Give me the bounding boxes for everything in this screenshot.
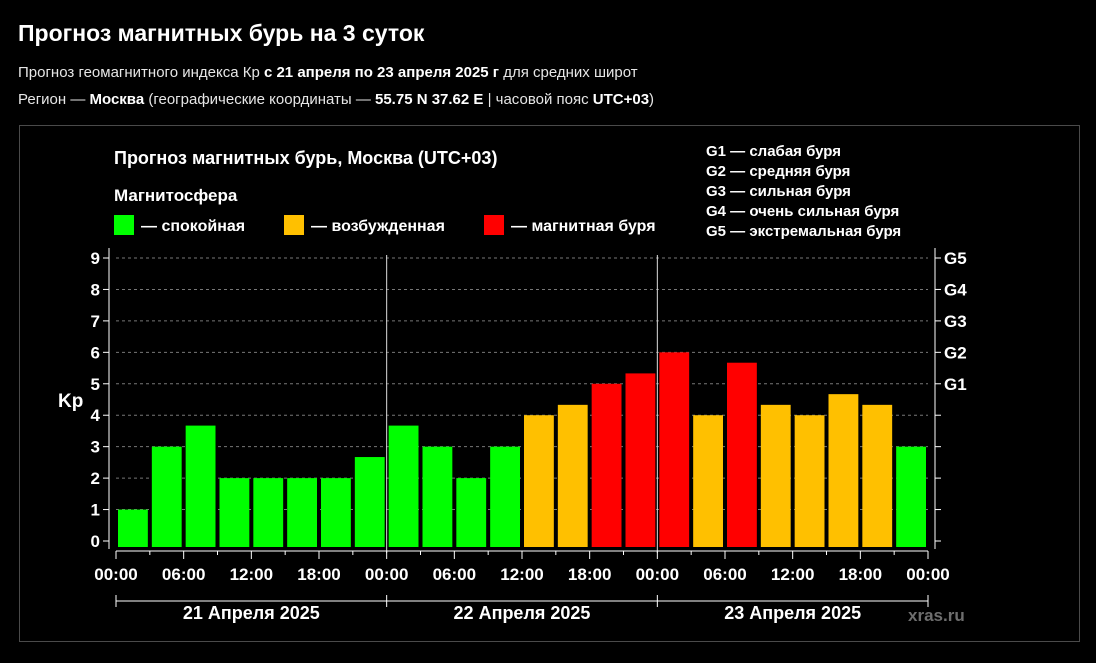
legend-swatch-excited <box>284 215 304 235</box>
bars <box>118 352 926 547</box>
x-tick-label: 00:00 <box>636 565 679 584</box>
kp-bar <box>591 383 622 547</box>
x-tick-label: 06:00 <box>703 565 746 584</box>
forecast-subtitle: Прогноз геомагнитного индекса Кр с 21 ап… <box>18 64 638 81</box>
region-timezone: UTC+03 <box>592 91 650 108</box>
y-tick-label: 5 <box>91 375 100 394</box>
kp-forecast-chart: Прогноз магнитных бурь, Москва (UTC+03) … <box>58 143 967 625</box>
tz-prefix: | часовой пояс <box>483 91 593 108</box>
y-tick-label: 1 <box>91 501 100 520</box>
legend-label-calm: — спокойная <box>141 218 245 235</box>
day-label: 23 Апреля 2025 <box>724 603 861 623</box>
kp-bar <box>862 404 893 547</box>
region-line: Регион — Москва (географические координа… <box>18 91 654 108</box>
watermark: xras.ru <box>908 606 965 625</box>
y-tick-label: 4 <box>91 406 101 425</box>
kp-bar <box>422 446 453 547</box>
kp-bar <box>727 362 757 547</box>
g-scale-item: G3 — сильная буря <box>706 183 851 200</box>
subtitle-suffix: для средних широт <box>499 64 638 81</box>
x-tick-label: 12:00 <box>500 565 543 584</box>
y-tick-label: 6 <box>91 343 100 362</box>
region-coords: 55.75 N 37.62 E <box>375 91 484 108</box>
x-tick-label: 00:00 <box>906 565 949 584</box>
y-tick-label: 3 <box>91 438 100 457</box>
g-scale-item: G2 — средняя буря <box>706 163 850 180</box>
kp-bar <box>287 478 317 547</box>
x-tick-label: 12:00 <box>771 565 814 584</box>
y-tick-label: 9 <box>91 249 100 268</box>
region-label: Регион — <box>18 91 90 108</box>
kp-bar <box>253 478 284 547</box>
g-tick-label: G3 <box>944 312 967 331</box>
g-tick-label: G5 <box>944 249 967 268</box>
g-scale-item: G5 — экстремальная буря <box>706 223 901 240</box>
region-close: ) <box>649 91 655 108</box>
kp-bar <box>828 394 859 547</box>
g-tick-label: G1 <box>944 375 967 394</box>
kp-bar <box>151 446 182 547</box>
legend-swatch-calm <box>114 215 134 235</box>
x-tick-label: 00:00 <box>94 565 137 584</box>
x-tick-label: 12:00 <box>230 565 273 584</box>
region-city: Москва <box>89 91 145 108</box>
kp-bar <box>185 425 216 547</box>
x-tick-label: 18:00 <box>568 565 611 584</box>
coords-prefix: (географические координаты — <box>144 91 375 108</box>
kp-bar <box>490 446 520 547</box>
y-tick-label: 7 <box>91 312 100 331</box>
x-tick-label: 18:00 <box>297 565 340 584</box>
grid <box>116 255 928 553</box>
legend-title: Магнитосфера <box>114 186 238 205</box>
legend: — спокойная — возбужденная — магнитная бур… <box>114 215 656 235</box>
x-tick-label: 06:00 <box>162 565 205 584</box>
chart-frame: Прогноз магнитных бурь, Москва (UTC+03) … <box>19 125 1080 642</box>
y-tick-label: 8 <box>91 280 100 299</box>
subtitle-period: с 21 апреля по 23 апреля 2025 г <box>263 64 500 81</box>
x-tick-label: 18:00 <box>839 565 882 584</box>
kp-bar <box>693 415 723 547</box>
kp-bar <box>524 415 554 547</box>
g-scale-item: G4 — очень сильная буря <box>706 203 899 220</box>
chart-title: Прогноз магнитных бурь, Москва (UTC+03) <box>114 148 497 168</box>
legend-swatch-storm <box>484 215 504 235</box>
y-axis-label: Kp <box>58 391 83 412</box>
kp-bar <box>118 509 148 547</box>
kp-bar <box>388 425 419 547</box>
kp-bar <box>896 446 926 547</box>
x-tick-label: 06:00 <box>433 565 476 584</box>
day-label: 22 Апреля 2025 <box>454 603 591 623</box>
subtitle-prefix: Прогноз геомагнитного индекса Кр <box>18 64 264 81</box>
page-title: Прогноз магнитных бурь на 3 суток <box>18 20 425 46</box>
kp-bar <box>557 404 588 547</box>
kp-bar <box>219 478 250 547</box>
day-label: 21 Апреля 2025 <box>183 603 320 623</box>
g-scale-item: G1 — слабая буря <box>706 143 841 160</box>
g-scale-legend: G1 — слабая буря G2 — средняя буря G3 — си… <box>706 143 901 240</box>
y-tick-label: 2 <box>91 469 100 488</box>
kp-bar <box>321 478 351 547</box>
kp-bar <box>625 373 656 547</box>
kp-bar <box>354 457 385 547</box>
kp-bar <box>456 478 487 547</box>
kp-bar <box>794 415 825 547</box>
legend-label-storm: — магнитная буря <box>511 218 656 235</box>
kp-bar <box>760 404 791 547</box>
g-tick-label: G4 <box>944 280 967 299</box>
y-tick-label: 0 <box>91 532 100 551</box>
x-tick-label: 00:00 <box>365 565 408 584</box>
g-tick-label: G2 <box>944 343 967 362</box>
axes: 0 1 2 3 4 5 6 7 8 9 G1 G2 G3 G4 G5 00:00 06:00 12:00 18:00… <box>91 248 967 623</box>
kp-bar <box>659 352 690 547</box>
legend-label-excited: — возбужденная <box>311 218 445 235</box>
